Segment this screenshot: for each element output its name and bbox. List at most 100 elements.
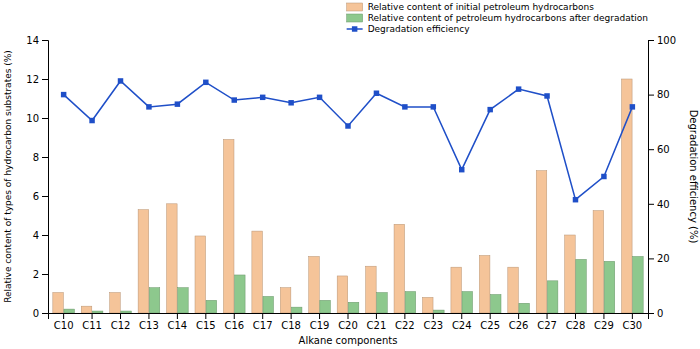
tick-mark bbox=[648, 149, 654, 150]
tick-mark bbox=[42, 313, 48, 314]
chart: C10 C11 C12 C13 C14 C15 C16 C17 C18 C19 C20 C21 C22 C… bbox=[0, 0, 700, 349]
marks bbox=[53, 78, 643, 313]
bar bbox=[121, 311, 132, 313]
tick: C21 bbox=[367, 313, 387, 331]
bar bbox=[53, 293, 64, 313]
tick-mark bbox=[348, 313, 349, 319]
plot: C10 C11 C12 C13 C14 C15 C16 C17 C18 C19 C20 C21 C22 C… bbox=[3, 2, 699, 346]
tick-mark bbox=[648, 204, 654, 205]
axis-line bbox=[42, 41, 49, 314]
bar bbox=[337, 276, 348, 313]
marker bbox=[175, 101, 180, 106]
tick: 100 bbox=[648, 35, 676, 46]
tick-mark bbox=[42, 196, 48, 197]
bar bbox=[223, 139, 234, 313]
bar bbox=[377, 293, 388, 313]
tick: 0 bbox=[33, 308, 48, 319]
tick-label: C11 bbox=[82, 320, 102, 331]
bar bbox=[490, 294, 501, 313]
marker bbox=[317, 95, 322, 100]
tick-label: C17 bbox=[253, 320, 273, 331]
y2-axis-title: Degradation efficiency (%) bbox=[688, 110, 699, 244]
marker bbox=[288, 100, 293, 105]
tick-mark bbox=[461, 313, 462, 319]
marker bbox=[402, 104, 407, 109]
legend-item: Degradation efficiency bbox=[347, 24, 471, 34]
tick: C30 bbox=[623, 313, 643, 331]
bar bbox=[64, 309, 75, 313]
tick: C14 bbox=[168, 313, 188, 331]
marker bbox=[544, 93, 549, 98]
tick-label: C16 bbox=[224, 320, 244, 331]
tick-mark bbox=[63, 313, 64, 319]
tick-mark bbox=[120, 313, 121, 319]
bar bbox=[434, 310, 445, 313]
tick-mark bbox=[490, 313, 491, 319]
tick: C15 bbox=[196, 313, 216, 331]
tick-label: C22 bbox=[395, 320, 415, 331]
tick: 12 bbox=[26, 74, 48, 85]
bar bbox=[366, 266, 377, 313]
tick: C26 bbox=[509, 313, 529, 331]
markers bbox=[61, 78, 635, 202]
bar bbox=[394, 224, 405, 313]
tick: 20 bbox=[648, 253, 670, 264]
bar bbox=[81, 306, 92, 313]
bar bbox=[508, 267, 519, 313]
tick: 8 bbox=[33, 152, 48, 163]
tick-label: C10 bbox=[54, 320, 74, 331]
bar bbox=[280, 288, 291, 313]
bar bbox=[206, 300, 217, 313]
legend-item: Relative content of petroleum hydrocarbo… bbox=[347, 13, 648, 23]
bar bbox=[593, 211, 604, 313]
tick-mark bbox=[42, 79, 48, 80]
tick-mark bbox=[518, 313, 519, 319]
tick-label: C28 bbox=[566, 320, 586, 331]
tick-mark bbox=[648, 313, 654, 314]
tick-label: C30 bbox=[623, 320, 643, 331]
tick-mark bbox=[148, 313, 149, 319]
tick: 2 bbox=[33, 269, 48, 280]
tick: C23 bbox=[423, 313, 443, 331]
tick-mark bbox=[404, 313, 405, 319]
tick-label: 20 bbox=[657, 253, 670, 264]
marker bbox=[61, 92, 66, 97]
tick: C28 bbox=[566, 313, 586, 331]
legend-item: Relative content of initial petroleum hy… bbox=[347, 2, 595, 12]
bar bbox=[479, 255, 490, 313]
tick-mark bbox=[177, 313, 178, 319]
tick-mark bbox=[603, 313, 604, 319]
marker bbox=[146, 104, 151, 109]
tick: C18 bbox=[281, 313, 301, 331]
marker bbox=[118, 78, 123, 83]
bar bbox=[604, 261, 615, 313]
tick-mark bbox=[648, 258, 654, 259]
tick-label: 14 bbox=[26, 35, 39, 46]
tick-mark bbox=[376, 313, 377, 319]
tick-mark bbox=[92, 313, 93, 319]
tick-label: C18 bbox=[281, 320, 301, 331]
bar bbox=[633, 256, 644, 313]
tick-label: C13 bbox=[139, 320, 159, 331]
tick-label: 10 bbox=[26, 113, 39, 124]
tick-mark bbox=[42, 40, 48, 41]
tick-mark bbox=[547, 313, 548, 319]
tick-label: C12 bbox=[111, 320, 131, 331]
bar-series bbox=[53, 79, 632, 313]
tick: 4 bbox=[33, 230, 48, 241]
bar bbox=[576, 259, 587, 313]
tick: 60 bbox=[648, 144, 670, 155]
bar bbox=[92, 311, 103, 313]
tick-label: C20 bbox=[338, 320, 358, 331]
marker bbox=[487, 107, 492, 112]
tick-label: C19 bbox=[310, 320, 330, 331]
tick-mark bbox=[433, 313, 434, 319]
tick-mark bbox=[291, 313, 292, 319]
bar bbox=[138, 210, 149, 313]
tick: 0 bbox=[648, 308, 663, 319]
y2-axis: 020406080100 bbox=[648, 35, 676, 319]
marker bbox=[89, 118, 94, 123]
tick: 80 bbox=[648, 89, 670, 100]
bar bbox=[547, 281, 558, 313]
bar bbox=[195, 236, 206, 313]
